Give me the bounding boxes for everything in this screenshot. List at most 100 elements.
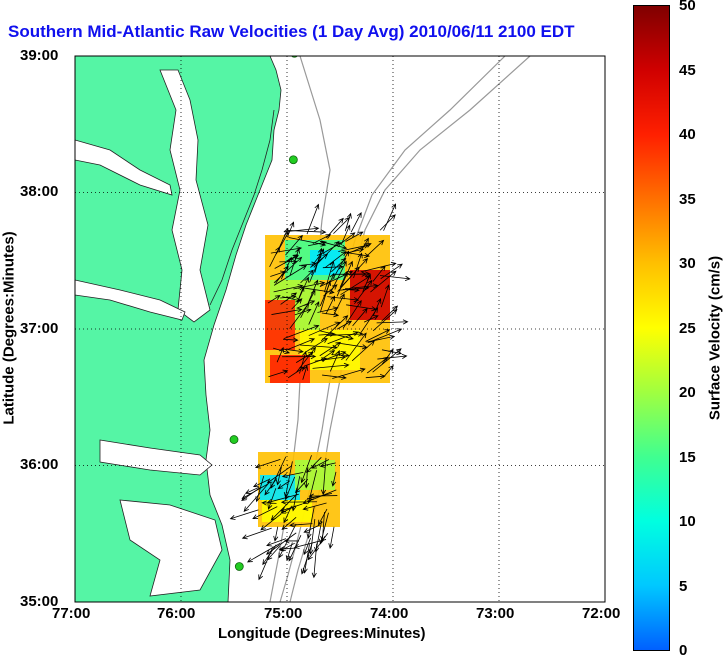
velocity-arrow — [319, 280, 332, 313]
velocity-arrow — [266, 538, 287, 547]
velocity-arrow — [280, 542, 295, 552]
velocity-arrow — [320, 315, 349, 342]
velocity-arrow — [365, 329, 391, 342]
x-tick-77: 77:00 — [52, 605, 91, 622]
velocity-arrow — [351, 340, 375, 362]
velocity-arrow — [344, 212, 352, 232]
velocity-arrow — [302, 364, 309, 380]
velocity-arrow — [246, 543, 281, 563]
velocity-arrow — [323, 284, 338, 297]
velocity-arrow — [294, 478, 309, 494]
velocity-arrow — [340, 224, 351, 246]
colorbar-tick-15: 15 — [679, 449, 696, 466]
station-marker — [288, 155, 298, 165]
velocity-arrow — [241, 527, 272, 540]
velocity-arrow — [327, 296, 360, 303]
colorbar-tick-35: 35 — [679, 191, 696, 208]
velocity-arrow — [320, 350, 336, 360]
velocity-arrow — [308, 321, 341, 336]
velocity-arrow — [320, 457, 327, 496]
velocity-arrow — [345, 332, 367, 361]
velocity-arrow — [280, 256, 292, 280]
x-tick-75: 75:00 — [264, 605, 303, 622]
velocity-arrow — [289, 247, 300, 276]
velocity-arrow — [379, 275, 411, 281]
grid — [75, 56, 605, 602]
pamlico-sound — [119, 499, 223, 597]
velocity-arrow — [308, 301, 320, 325]
velocity-arrow — [272, 347, 291, 355]
velocity-arrow — [318, 508, 328, 526]
velocity-arrow — [288, 534, 302, 562]
velocity-arrow — [314, 247, 323, 273]
x-tick-73: 73:00 — [476, 605, 515, 622]
velocity-arrow — [306, 505, 315, 539]
colorbar-tick-40: 40 — [679, 126, 696, 143]
colorbar-tick-30: 30 — [679, 255, 696, 272]
velocity-arrow — [359, 307, 379, 335]
velocity-arrow — [331, 471, 337, 487]
velocity-arrow — [308, 240, 327, 247]
velocity-arrow — [307, 532, 329, 561]
velocity-arrow — [342, 299, 362, 329]
velocity-arrow — [380, 284, 390, 308]
colorbar-tick-25: 25 — [679, 320, 696, 337]
colorbar-tick-5: 5 — [679, 578, 688, 595]
velocity-arrow — [318, 330, 354, 341]
velocity-arrow — [354, 279, 373, 305]
velocity-arrow — [303, 524, 320, 533]
velocity-arrow — [303, 468, 310, 489]
velocity-field-south — [258, 452, 340, 527]
velocity-arrow — [296, 285, 305, 303]
velocity-arrow — [244, 486, 260, 494]
velocity-arrow — [279, 259, 298, 265]
velocity-arrow — [282, 354, 317, 360]
colorbar-tick-0: 0 — [679, 642, 688, 659]
velocity-arrow — [336, 260, 353, 297]
velocity-arrow — [255, 475, 265, 503]
velocity-arrow — [294, 308, 312, 316]
hfr-stations — [229, 56, 298, 571]
velocity-arrow — [352, 307, 368, 327]
y-tick-37: 37:00 — [20, 320, 59, 337]
station-marker — [229, 435, 239, 444]
velocity-arrow — [241, 482, 270, 499]
velocity-arrow — [291, 476, 301, 512]
james-river — [75, 279, 186, 321]
velocity-arrow — [308, 518, 316, 555]
colorbar-tick-10: 10 — [679, 513, 696, 530]
delmarva-coast — [209, 109, 275, 306]
velocity-arrow — [338, 243, 370, 252]
velocity-arrow — [267, 488, 277, 510]
velocity-arrow — [275, 466, 282, 486]
velocity-arrow — [333, 293, 345, 316]
velocity-arrow — [325, 295, 336, 315]
velocity-arrow — [313, 240, 340, 268]
velocity-arrow — [308, 493, 338, 499]
colorbar — [633, 5, 670, 651]
velocity-arrow — [342, 257, 369, 286]
velocity-arrow — [277, 480, 291, 490]
velocity-arrow — [273, 265, 308, 286]
velocity-arrow — [345, 247, 365, 254]
x-axis-label: Longitude (Degrees:Minutes) — [218, 625, 426, 642]
velocity-arrow — [254, 459, 281, 469]
velocity-arrow — [335, 342, 368, 350]
velocity-arrow — [381, 348, 394, 365]
velocity-arrow — [312, 362, 350, 369]
potomac-river — [75, 139, 173, 196]
velocity-arrow — [303, 537, 311, 556]
velocity-arrow — [382, 365, 394, 378]
velocity-arrow — [366, 356, 389, 374]
velocity-arrow — [327, 331, 359, 345]
velocity-arrow — [329, 350, 340, 372]
chesapeake-bay — [159, 69, 211, 323]
velocity-arrow — [342, 287, 360, 293]
velocity-arrow — [258, 546, 274, 581]
velocity-arrow — [302, 502, 327, 511]
velocity-arrow — [282, 348, 304, 354]
albemarle-sound — [99, 439, 213, 476]
velocity-arrow — [334, 271, 368, 277]
colorbar-overlap — [607, 18, 632, 46]
